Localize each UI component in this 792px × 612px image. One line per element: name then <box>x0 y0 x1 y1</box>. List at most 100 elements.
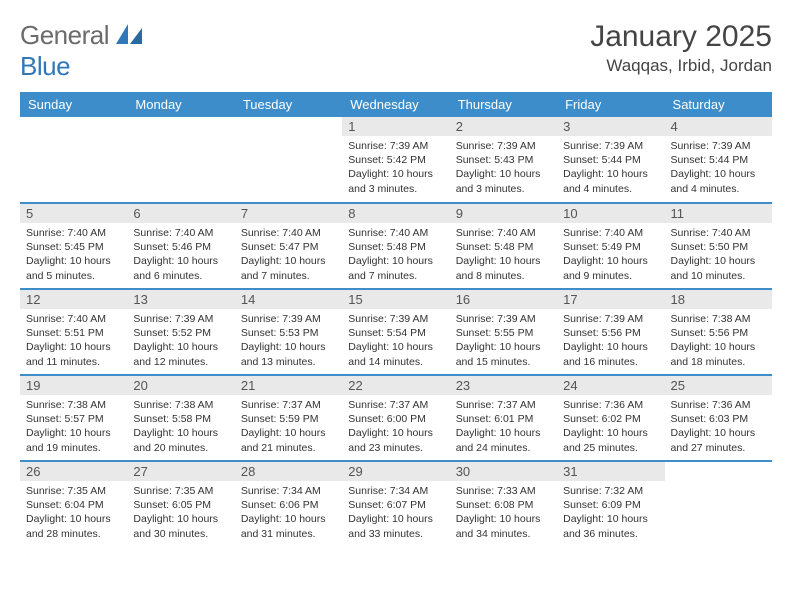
calendar-week-row: 19Sunrise: 7:38 AMSunset: 5:57 PMDayligh… <box>20 375 772 461</box>
calendar-cell: 26Sunrise: 7:35 AMSunset: 6:04 PMDayligh… <box>20 461 127 547</box>
day-number: 3 <box>557 117 664 136</box>
day-number: 25 <box>665 376 772 395</box>
day-number: 4 <box>665 117 772 136</box>
day-details: Sunrise: 7:38 AMSunset: 5:58 PMDaylight:… <box>127 395 234 459</box>
weekday-header: Sunday <box>20 92 127 117</box>
weekday-header: Thursday <box>450 92 557 117</box>
weekday-header-row: Sunday Monday Tuesday Wednesday Thursday… <box>20 92 772 117</box>
day-number: 8 <box>342 204 449 223</box>
calendar-cell: 29Sunrise: 7:34 AMSunset: 6:07 PMDayligh… <box>342 461 449 547</box>
day-details: Sunrise: 7:39 AMSunset: 5:52 PMDaylight:… <box>127 309 234 373</box>
day-details: Sunrise: 7:37 AMSunset: 6:00 PMDaylight:… <box>342 395 449 459</box>
day-number-blank <box>20 117 127 136</box>
calendar-cell: 20Sunrise: 7:38 AMSunset: 5:58 PMDayligh… <box>127 375 234 461</box>
calendar-cell: 1Sunrise: 7:39 AMSunset: 5:42 PMDaylight… <box>342 117 449 203</box>
day-number: 22 <box>342 376 449 395</box>
calendar-cell: 2Sunrise: 7:39 AMSunset: 5:43 PMDaylight… <box>450 117 557 203</box>
day-number: 29 <box>342 462 449 481</box>
day-details: Sunrise: 7:34 AMSunset: 6:07 PMDaylight:… <box>342 481 449 545</box>
calendar-cell: 22Sunrise: 7:37 AMSunset: 6:00 PMDayligh… <box>342 375 449 461</box>
day-details: Sunrise: 7:39 AMSunset: 5:44 PMDaylight:… <box>557 136 664 200</box>
day-number: 31 <box>557 462 664 481</box>
day-details: Sunrise: 7:39 AMSunset: 5:43 PMDaylight:… <box>450 136 557 200</box>
calendar-cell: 10Sunrise: 7:40 AMSunset: 5:49 PMDayligh… <box>557 203 664 289</box>
calendar-cell <box>20 117 127 203</box>
day-number: 9 <box>450 204 557 223</box>
day-number: 11 <box>665 204 772 223</box>
calendar-cell: 16Sunrise: 7:39 AMSunset: 5:55 PMDayligh… <box>450 289 557 375</box>
day-number: 30 <box>450 462 557 481</box>
day-number: 24 <box>557 376 664 395</box>
calendar-cell: 19Sunrise: 7:38 AMSunset: 5:57 PMDayligh… <box>20 375 127 461</box>
day-details: Sunrise: 7:39 AMSunset: 5:56 PMDaylight:… <box>557 309 664 373</box>
day-details: Sunrise: 7:33 AMSunset: 6:08 PMDaylight:… <box>450 481 557 545</box>
calendar-page: General Blue January 2025 Waqqas, Irbid,… <box>0 0 792 612</box>
day-number: 16 <box>450 290 557 309</box>
calendar-cell <box>235 117 342 203</box>
day-number: 7 <box>235 204 342 223</box>
day-details: Sunrise: 7:40 AMSunset: 5:46 PMDaylight:… <box>127 223 234 287</box>
calendar-cell <box>127 117 234 203</box>
calendar-cell: 7Sunrise: 7:40 AMSunset: 5:47 PMDaylight… <box>235 203 342 289</box>
day-details: Sunrise: 7:40 AMSunset: 5:50 PMDaylight:… <box>665 223 772 287</box>
day-details: Sunrise: 7:37 AMSunset: 5:59 PMDaylight:… <box>235 395 342 459</box>
day-number: 17 <box>557 290 664 309</box>
day-details: Sunrise: 7:40 AMSunset: 5:49 PMDaylight:… <box>557 223 664 287</box>
day-details: Sunrise: 7:38 AMSunset: 5:56 PMDaylight:… <box>665 309 772 373</box>
calendar-cell: 11Sunrise: 7:40 AMSunset: 5:50 PMDayligh… <box>665 203 772 289</box>
calendar-cell: 5Sunrise: 7:40 AMSunset: 5:45 PMDaylight… <box>20 203 127 289</box>
day-number: 26 <box>20 462 127 481</box>
day-number: 28 <box>235 462 342 481</box>
day-number: 1 <box>342 117 449 136</box>
day-number: 6 <box>127 204 234 223</box>
day-details: Sunrise: 7:40 AMSunset: 5:48 PMDaylight:… <box>342 223 449 287</box>
logo-word-blue: Blue <box>20 51 70 81</box>
calendar-cell: 18Sunrise: 7:38 AMSunset: 5:56 PMDayligh… <box>665 289 772 375</box>
day-number: 14 <box>235 290 342 309</box>
calendar-cell: 25Sunrise: 7:36 AMSunset: 6:03 PMDayligh… <box>665 375 772 461</box>
day-number: 21 <box>235 376 342 395</box>
day-details: Sunrise: 7:38 AMSunset: 5:57 PMDaylight:… <box>20 395 127 459</box>
day-number-blank <box>665 462 772 481</box>
weekday-header: Saturday <box>665 92 772 117</box>
month-title: January 2025 <box>590 20 772 54</box>
calendar-week-row: 12Sunrise: 7:40 AMSunset: 5:51 PMDayligh… <box>20 289 772 375</box>
day-details: Sunrise: 7:35 AMSunset: 6:04 PMDaylight:… <box>20 481 127 545</box>
calendar-cell: 23Sunrise: 7:37 AMSunset: 6:01 PMDayligh… <box>450 375 557 461</box>
calendar-cell: 14Sunrise: 7:39 AMSunset: 5:53 PMDayligh… <box>235 289 342 375</box>
logo-word-general: General <box>20 20 109 50</box>
day-details: Sunrise: 7:39 AMSunset: 5:53 PMDaylight:… <box>235 309 342 373</box>
calendar-table: Sunday Monday Tuesday Wednesday Thursday… <box>20 92 772 547</box>
calendar-cell: 27Sunrise: 7:35 AMSunset: 6:05 PMDayligh… <box>127 461 234 547</box>
day-details: Sunrise: 7:34 AMSunset: 6:06 PMDaylight:… <box>235 481 342 545</box>
calendar-cell: 4Sunrise: 7:39 AMSunset: 5:44 PMDaylight… <box>665 117 772 203</box>
calendar-cell: 24Sunrise: 7:36 AMSunset: 6:02 PMDayligh… <box>557 375 664 461</box>
calendar-week-row: 1Sunrise: 7:39 AMSunset: 5:42 PMDaylight… <box>20 117 772 203</box>
day-details: Sunrise: 7:36 AMSunset: 6:02 PMDaylight:… <box>557 395 664 459</box>
calendar-cell: 9Sunrise: 7:40 AMSunset: 5:48 PMDaylight… <box>450 203 557 289</box>
logo: General Blue <box>20 20 142 82</box>
weekday-header: Wednesday <box>342 92 449 117</box>
day-number-blank <box>127 117 234 136</box>
calendar-cell: 28Sunrise: 7:34 AMSunset: 6:06 PMDayligh… <box>235 461 342 547</box>
calendar-cell: 3Sunrise: 7:39 AMSunset: 5:44 PMDaylight… <box>557 117 664 203</box>
day-details: Sunrise: 7:39 AMSunset: 5:44 PMDaylight:… <box>665 136 772 200</box>
weekday-header: Monday <box>127 92 234 117</box>
page-header: General Blue January 2025 Waqqas, Irbid,… <box>20 20 772 82</box>
weekday-header: Friday <box>557 92 664 117</box>
calendar-cell: 15Sunrise: 7:39 AMSunset: 5:54 PMDayligh… <box>342 289 449 375</box>
day-details: Sunrise: 7:40 AMSunset: 5:48 PMDaylight:… <box>450 223 557 287</box>
day-details: Sunrise: 7:40 AMSunset: 5:51 PMDaylight:… <box>20 309 127 373</box>
calendar-week-row: 5Sunrise: 7:40 AMSunset: 5:45 PMDaylight… <box>20 203 772 289</box>
day-number: 18 <box>665 290 772 309</box>
calendar-cell: 8Sunrise: 7:40 AMSunset: 5:48 PMDaylight… <box>342 203 449 289</box>
day-number: 20 <box>127 376 234 395</box>
day-number: 12 <box>20 290 127 309</box>
weekday-header: Tuesday <box>235 92 342 117</box>
day-details: Sunrise: 7:40 AMSunset: 5:45 PMDaylight:… <box>20 223 127 287</box>
day-number: 15 <box>342 290 449 309</box>
calendar-cell: 6Sunrise: 7:40 AMSunset: 5:46 PMDaylight… <box>127 203 234 289</box>
day-number: 13 <box>127 290 234 309</box>
sail-icon <box>116 22 142 44</box>
logo-text: General Blue <box>20 20 142 82</box>
